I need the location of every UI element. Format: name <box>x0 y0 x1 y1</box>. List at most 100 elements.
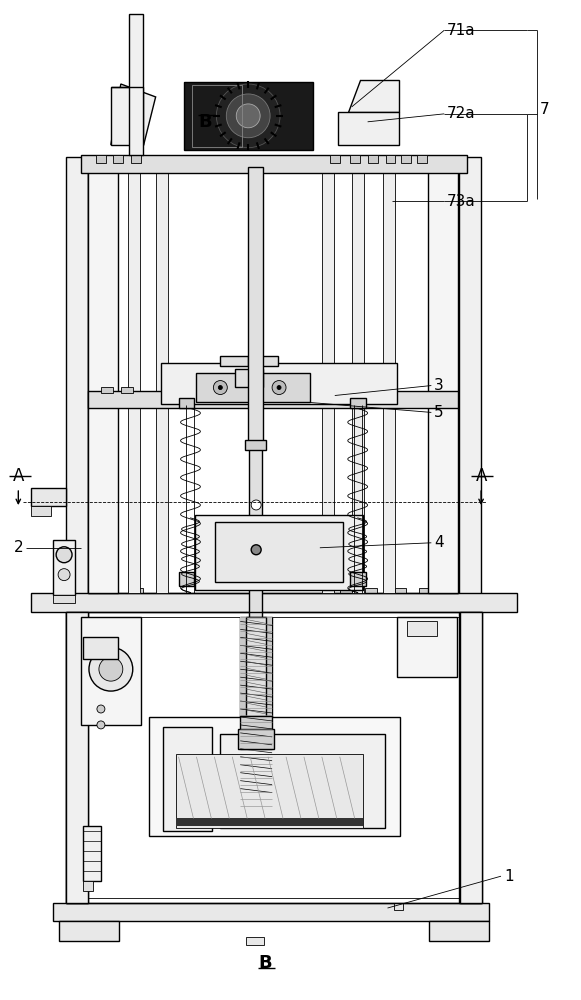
Circle shape <box>56 547 72 563</box>
Bar <box>59 921 119 941</box>
Bar <box>365 387 376 393</box>
Circle shape <box>236 104 260 128</box>
Circle shape <box>99 657 123 681</box>
Text: 71a: 71a <box>447 23 476 38</box>
Polygon shape <box>111 84 156 145</box>
Bar <box>81 155 467 173</box>
Bar <box>192 85 242 147</box>
Bar <box>407 621 437 636</box>
Bar <box>195 515 363 590</box>
Bar <box>246 937 264 945</box>
Bar <box>101 387 113 393</box>
Bar <box>160 363 397 404</box>
Bar <box>31 506 51 516</box>
Bar <box>368 155 378 163</box>
Bar <box>240 617 272 812</box>
Circle shape <box>58 569 70 581</box>
Text: 1: 1 <box>504 869 514 884</box>
Bar <box>178 572 195 586</box>
Bar <box>248 167 263 445</box>
Bar <box>131 588 143 593</box>
Circle shape <box>213 381 227 395</box>
Circle shape <box>89 647 132 691</box>
Bar <box>113 155 123 163</box>
Text: 2: 2 <box>14 540 23 555</box>
Bar <box>66 612 88 903</box>
Bar <box>249 445 262 624</box>
Bar <box>338 112 400 145</box>
Bar <box>340 588 352 593</box>
Circle shape <box>227 94 270 138</box>
Bar <box>255 373 310 402</box>
Polygon shape <box>347 80 400 112</box>
Bar <box>350 155 360 163</box>
Bar <box>106 588 118 593</box>
Circle shape <box>251 545 261 555</box>
Circle shape <box>272 381 286 395</box>
Bar <box>111 87 143 145</box>
Bar <box>240 716 272 731</box>
Text: 7: 7 <box>540 102 550 117</box>
Bar <box>394 588 407 593</box>
Circle shape <box>251 500 261 510</box>
Bar <box>53 595 75 603</box>
Bar <box>428 167 458 593</box>
Bar <box>401 155 411 163</box>
Bar <box>81 617 141 725</box>
Text: 5: 5 <box>435 405 444 420</box>
Bar <box>128 167 139 593</box>
Bar <box>393 903 403 910</box>
Bar <box>240 617 272 812</box>
Text: 3: 3 <box>435 378 444 393</box>
Text: A: A <box>475 467 487 485</box>
Circle shape <box>277 386 281 390</box>
Circle shape <box>97 721 105 729</box>
Bar <box>156 167 167 593</box>
Bar <box>397 617 457 677</box>
Bar <box>245 440 266 450</box>
Bar <box>419 588 431 593</box>
Bar <box>129 14 143 155</box>
Text: 72a: 72a <box>447 106 476 121</box>
Bar <box>350 572 365 586</box>
Bar <box>246 617 266 717</box>
Bar <box>96 155 106 163</box>
Text: 4: 4 <box>435 535 444 550</box>
Bar <box>88 167 458 593</box>
Bar <box>365 588 376 593</box>
Bar <box>83 637 118 659</box>
Bar <box>345 387 357 393</box>
Bar <box>248 356 278 366</box>
Bar <box>53 903 489 921</box>
Bar <box>66 612 482 903</box>
Bar <box>352 167 364 593</box>
Bar <box>350 398 365 408</box>
Bar <box>386 155 396 163</box>
Bar <box>131 155 141 163</box>
Bar <box>459 157 481 903</box>
Bar <box>83 881 93 891</box>
Bar <box>121 387 132 393</box>
Bar <box>149 717 400 836</box>
Bar <box>330 155 340 163</box>
Circle shape <box>218 386 223 390</box>
Bar <box>66 157 88 903</box>
Bar <box>31 593 517 612</box>
Bar <box>184 82 313 150</box>
Bar <box>175 818 363 826</box>
Bar <box>53 540 75 595</box>
Bar <box>88 167 118 593</box>
Bar <box>235 369 263 387</box>
Text: B: B <box>259 954 272 972</box>
Bar <box>163 727 213 831</box>
Bar <box>216 522 343 582</box>
Bar <box>83 826 101 881</box>
Circle shape <box>216 84 280 148</box>
Bar <box>382 167 394 593</box>
Bar <box>31 488 66 506</box>
Bar <box>322 167 334 593</box>
Bar <box>429 921 489 941</box>
Bar <box>220 356 250 366</box>
Bar <box>175 754 363 828</box>
Text: B: B <box>199 113 212 131</box>
